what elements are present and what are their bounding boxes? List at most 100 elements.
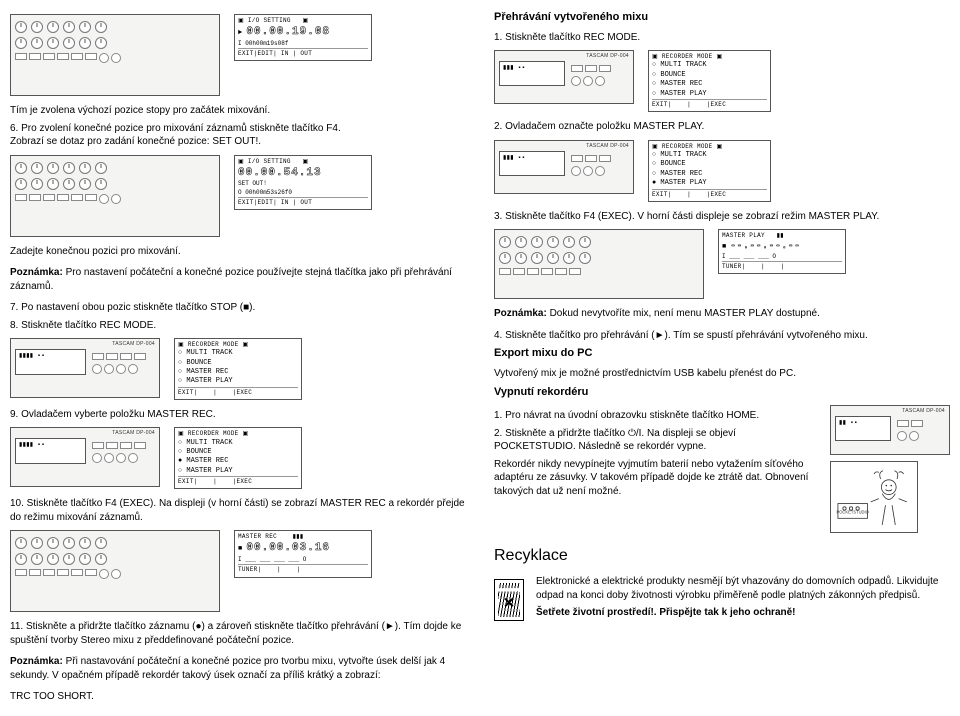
model-r2: DP-004 xyxy=(610,143,629,149)
right-title3: Vypnutí rekordéru xyxy=(494,385,950,400)
left-p9: TRC TOO SHORT. xyxy=(10,690,466,704)
device-panel-5 xyxy=(10,530,220,612)
mode-m1-r1: MULTI TRACK xyxy=(660,61,706,69)
device-panel-r2: TASCAM DP-004 ▮▮▮ ▪▪ xyxy=(494,140,634,194)
lcd-master-play: MASTER PLAY ▮▮ ■ --.--.--.-- I ___ ___ _… xyxy=(718,229,846,274)
lcd-tabs2-2: EXIT| | |EXEC xyxy=(178,476,298,486)
lcd-tabs2-r1: EXIT| | |EXEC xyxy=(652,99,767,109)
model-1: DP-004 xyxy=(136,341,155,347)
mode-header-r1: RECORDER MODE xyxy=(662,53,713,60)
cartoon-illustration: POCKETSTUDIO xyxy=(830,461,918,533)
device-panel-r3 xyxy=(494,229,704,299)
brand-2: TASCAM xyxy=(112,430,134,436)
mode-m3-1: MASTER REC xyxy=(186,368,228,376)
mode-m3-r1: MASTER REC xyxy=(660,80,702,88)
mode-header-1: RECORDER MODE xyxy=(188,341,239,348)
mode-m4-r2: MASTER PLAY xyxy=(660,179,706,187)
left-note2: Poznámka: Při nastavování počáteční a ko… xyxy=(10,655,466,682)
lcd-recorder-mode-1: ▣ RECORDER MODE ▣ ○ MULTI TRACK ○ BOUNCE… xyxy=(174,338,302,400)
device-panel-r4: TASCAM DP-004 ▮▮ ▪▪ xyxy=(830,405,950,455)
right-p4: 4. Stiskněte tlačítko pro přehrávání (►)… xyxy=(494,329,950,343)
device-panel-3: TASCAM DP-004 ▮▮▮▮ ▪▪ xyxy=(10,338,160,398)
left-note1-label: Poznámka: xyxy=(10,267,63,278)
left-p8: 11. Stiskněte a přidržte tlačítko záznam… xyxy=(10,620,466,647)
mode-m4-1: MASTER PLAY xyxy=(186,377,232,385)
left-p1: Tím je zvolena výchozí pozice stopy pro … xyxy=(10,104,466,118)
right-p9: Elektronické a elektrické produkty nesmě… xyxy=(536,575,950,602)
left-p2-a: 6. Pro zvolení konečné pozice pro mixová… xyxy=(10,123,341,134)
lcd-tabs: EXIT|EDIT| IN | OUT xyxy=(238,48,368,58)
right-p10: Šetřete životní prostředí!. Přispějte ta… xyxy=(536,606,950,620)
mode-m2-r1: BOUNCE xyxy=(660,71,685,79)
lcd-io-setting-a: ▣ I/O SETTING ▣ ► 00.00.19.08 I 00h00m19… xyxy=(234,14,372,61)
left-note2-label: Poznámka: xyxy=(10,656,63,667)
lcd-recorder-mode-2: ▣ RECORDER MODE ▣ ○ MULTI TRACK ○ BOUNCE… xyxy=(174,427,302,489)
lcd-header: I/O SETTING xyxy=(248,17,291,24)
lcd-recorder-mode-r1: ▣ RECORDER MODE ▣ ○ MULTI TRACK ○ BOUNCE… xyxy=(648,50,771,112)
mode-m3-2: MASTER REC xyxy=(186,457,228,465)
left-p2: 6. Pro zvolení konečné pozice pro mixová… xyxy=(10,122,466,149)
lcd-sub-a: 00h00m19s08f xyxy=(245,40,288,47)
left-note1-text: Pro nastavení počáteční a konečné pozice… xyxy=(10,267,452,292)
right-p1: 1. Stiskněte tlačítko REC MODE. xyxy=(494,31,950,45)
left-p3: Zadejte konečnou pozici pro mixování. xyxy=(10,245,466,259)
left-p5: 8. Stiskněte tlačítko REC MODE. xyxy=(10,319,466,333)
mode-header-2: RECORDER MODE xyxy=(188,430,239,437)
weee-trashcan-icon xyxy=(494,579,524,621)
lcd-time-a: 00.00.19.08 xyxy=(246,26,330,38)
tuner-label: TUNER xyxy=(238,566,258,573)
lcd-tabs-2: EXIT|EDIT| IN | OUT xyxy=(238,197,368,207)
master-rec-time: 00.00.03.16 xyxy=(246,542,330,554)
brand-r2: TASCAM xyxy=(586,143,608,149)
device-panel-2 xyxy=(10,155,220,237)
mode-m2-1: BOUNCE xyxy=(186,359,211,367)
right-title1: Přehrávání vytvořeného mixu xyxy=(494,10,950,25)
right-p2: 2. Ovladačem označte položku MASTER PLAY… xyxy=(494,120,950,134)
mode-m2-r2: BOUNCE xyxy=(660,160,685,168)
right-p10-strong: Šetřete životní prostředí!. Přispějte ta… xyxy=(536,607,796,618)
right-p6: 1. Pro návrat na úvodní obrazovku stiskn… xyxy=(494,409,816,423)
device-panel-1 xyxy=(10,14,220,96)
right-note1-text: Dokud nevytvoříte mix, není menu MASTER … xyxy=(547,308,820,319)
model-r4: DP-004 xyxy=(926,408,945,414)
mode-m1-2: MULTI TRACK xyxy=(186,439,232,447)
model-r1: DP-004 xyxy=(610,53,629,59)
left-p2-b: Zobrazí se dotaz pro zadání konečné pozi… xyxy=(10,136,261,147)
brand-r4: TASCAM xyxy=(902,408,924,414)
pocketstudio-label: POCKETSTUDIO xyxy=(837,510,869,515)
mode-m4-2: MASTER PLAY xyxy=(186,467,232,475)
left-p7: 10. Stiskněte tlačítko F4 (EXEC). Na dis… xyxy=(10,497,466,524)
lcd-sub-b: 00h00m53s26f0 xyxy=(245,189,292,196)
right-p5: Vytvořený mix je možné prostřednictvím U… xyxy=(494,367,950,381)
lcd-io-setting-b: ▣ I/O SETTING ▣ 00.00.54.13 SET OUT! O 0… xyxy=(234,155,372,210)
lcd-time-b: 00.00.54.13 xyxy=(238,167,322,179)
mode-m2-2: BOUNCE xyxy=(186,448,211,456)
right-note1: Poznámka: Dokud nevytvoříte mix, není me… xyxy=(494,307,950,321)
device-panel-r1: TASCAM DP-004 ▮▮▮ ▪▪ xyxy=(494,50,634,104)
left-note2-text: Při nastavování počáteční a konečné pozi… xyxy=(10,656,445,681)
brand-1: TASCAM xyxy=(112,341,134,347)
mode-m4-r1: MASTER PLAY xyxy=(660,90,706,98)
mode-m1-1: MULTI TRACK xyxy=(186,349,232,357)
lcd-master-rec: MASTER REC ▮▮▮ ■ 00.00.03.16 I ___ ___ _… xyxy=(234,530,372,577)
master-play-label: MASTER PLAY xyxy=(722,232,765,239)
tuner-label-2: TUNER xyxy=(722,263,742,270)
lcd-tabs2-1: EXIT| | |EXEC xyxy=(178,387,298,397)
brand-r1: TASCAM xyxy=(586,53,608,59)
left-p4: 7. Po nastavení obou pozic stiskněte tla… xyxy=(10,301,466,315)
model-2: DP-004 xyxy=(136,430,155,436)
left-note1: Poznámka: Pro nastavení počáteční a kone… xyxy=(10,266,466,293)
mode-m1-r2: MULTI TRACK xyxy=(660,151,706,159)
right-p3: 3. Stiskněte tlačítko F4 (EXEC). V horní… xyxy=(494,210,950,224)
lcd-setout: SET OUT! xyxy=(238,180,267,187)
mode-header-r2: RECORDER MODE xyxy=(662,143,713,150)
lcd-recorder-mode-r2: ▣ RECORDER MODE ▣ ○ MULTI TRACK ○ BOUNCE… xyxy=(648,140,771,202)
right-note1-label: Poznámka: xyxy=(494,308,547,319)
right-title2: Export mixu do PC xyxy=(494,346,950,361)
right-p7: 2. Stiskněte a přidržte tlačítko ⏻/І. Na… xyxy=(494,427,816,454)
lcd-tabs2-r2: EXIT| | |EXEC xyxy=(652,189,767,199)
lcd-header-2: I/O SETTING xyxy=(248,158,291,165)
device-panel-4: TASCAM DP-004 ▮▮▮▮ ▪▪ xyxy=(10,427,160,487)
right-p8: Rekordér nikdy nevypínejte vyjmutím bate… xyxy=(494,458,816,499)
master-rec-label: MASTER REC xyxy=(238,533,277,540)
